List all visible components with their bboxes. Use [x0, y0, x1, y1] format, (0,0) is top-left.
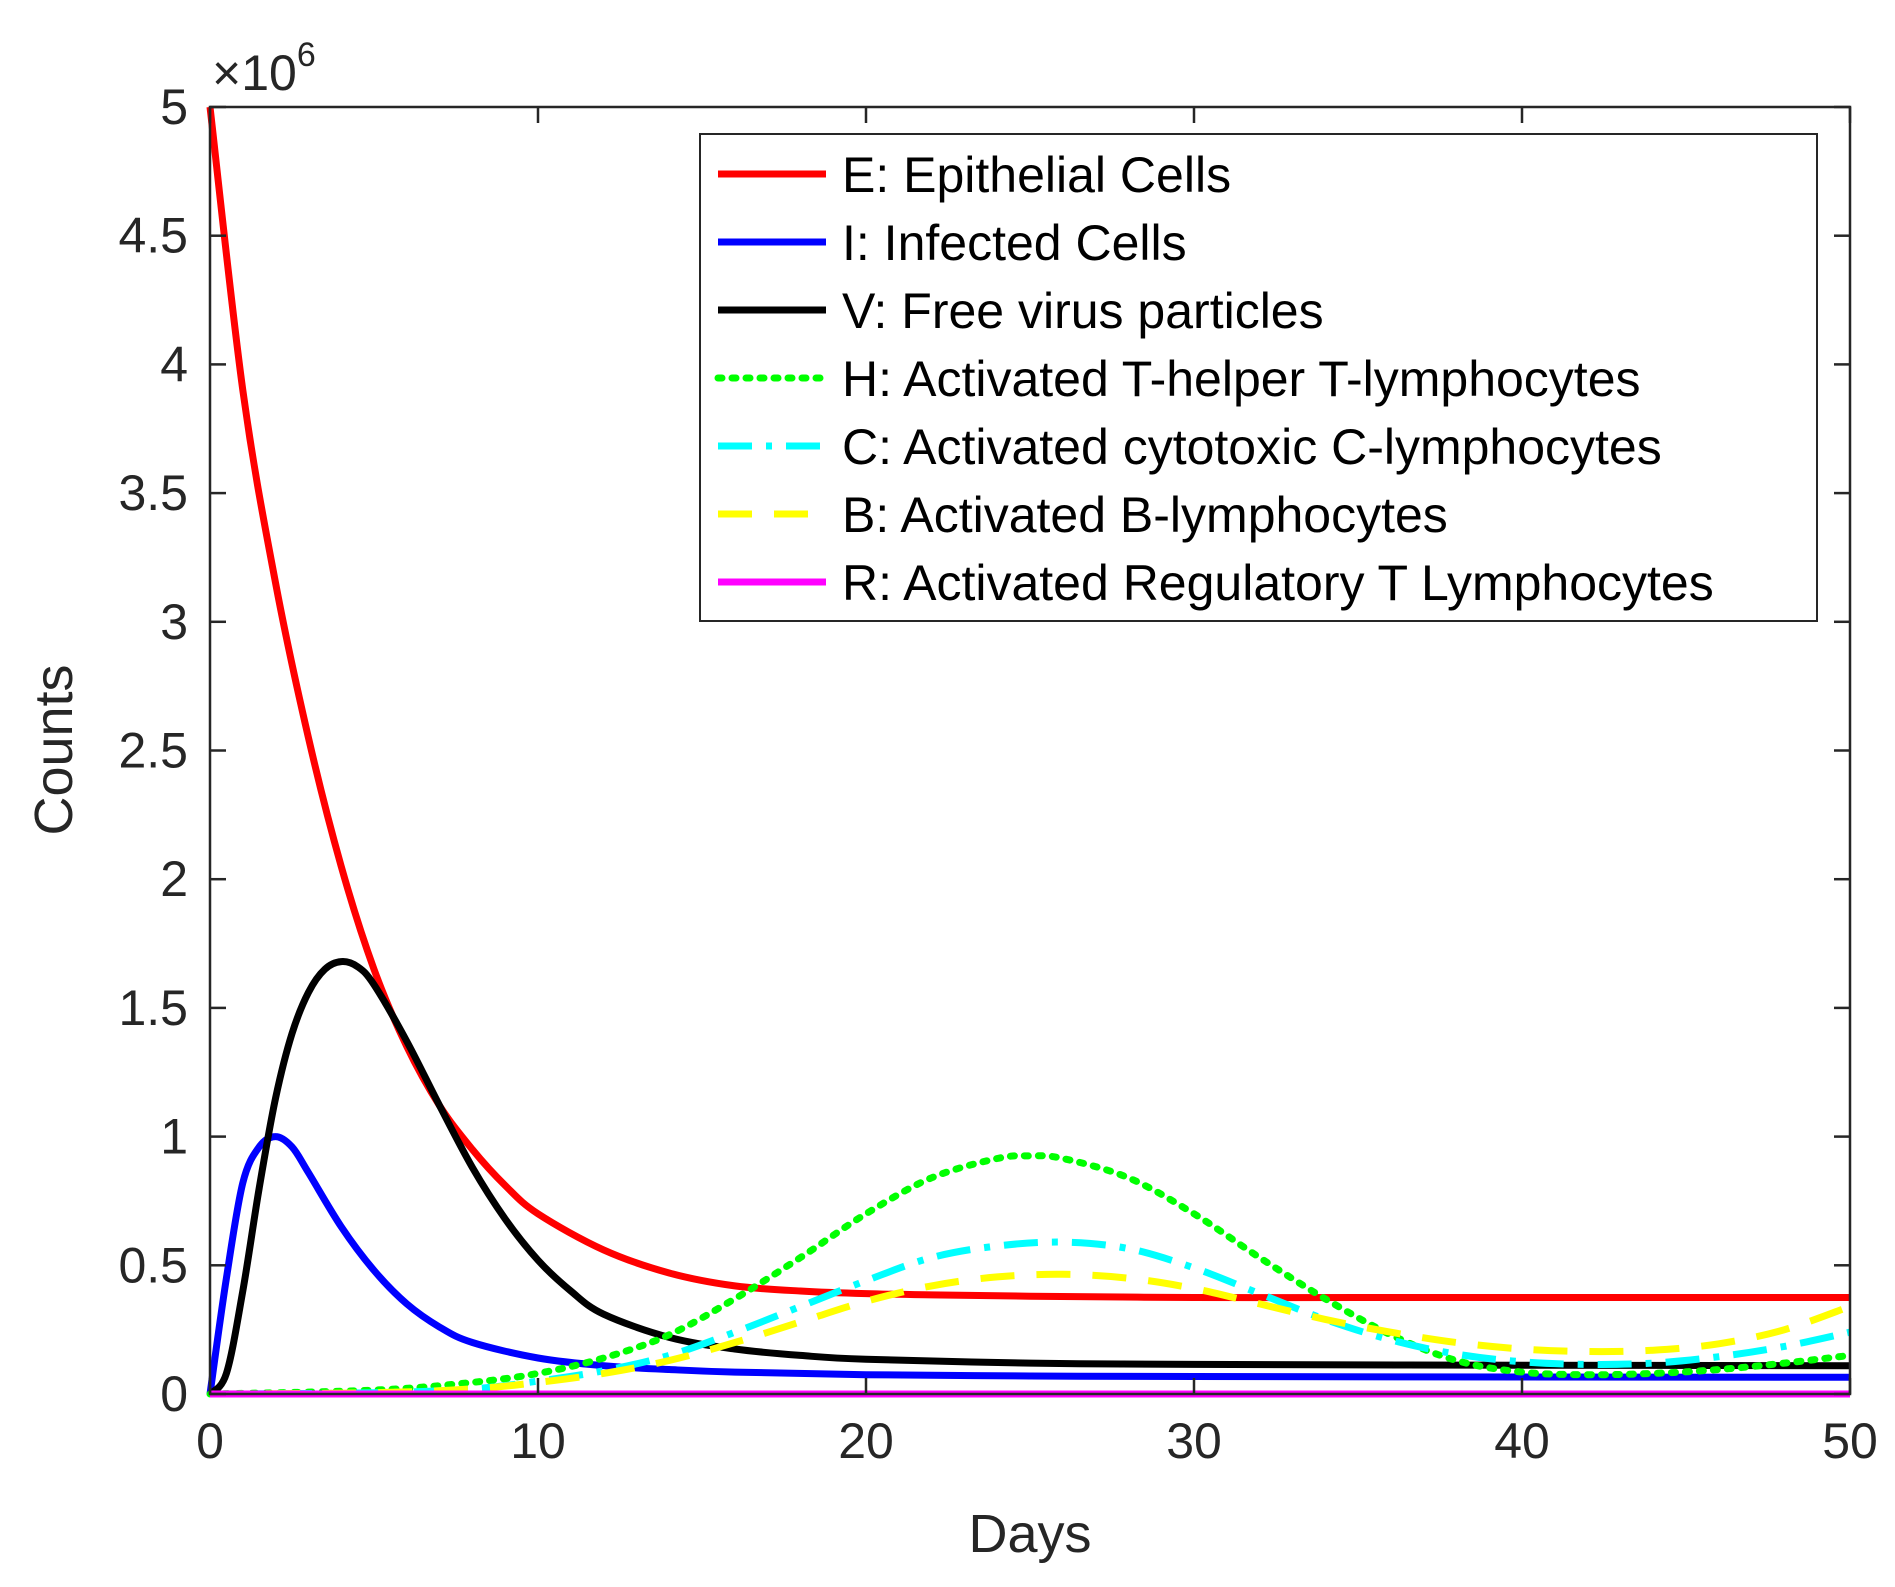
y-multiplier-base: ×10 [212, 45, 297, 101]
legend-entry-label: B: Activated B-lymphocytes [842, 487, 1448, 543]
y-axis-label: Counts [24, 664, 84, 835]
y-tick-label: 1.5 [118, 980, 188, 1036]
legend-entry-label: E: Epithelial Cells [842, 147, 1231, 203]
legend-entry-label: C: Activated cytotoxic C-lymphocytes [842, 419, 1662, 475]
y-tick-label: 4.5 [118, 208, 188, 264]
legend-entry-label: V: Free virus particles [842, 283, 1324, 339]
x-tick-label: 20 [838, 1413, 894, 1469]
x-tick-label: 50 [1822, 1413, 1878, 1469]
y-tick-label: 3 [160, 594, 188, 650]
series-line-e [206, 106, 1850, 1302]
x-tick-label: 10 [510, 1413, 566, 1469]
series-line-b [209, 1270, 1852, 1398]
series-line-v [207, 958, 1851, 1397]
legend-entry-label: H: Activated T-helper T-lymphocytes [842, 351, 1641, 407]
x-tick-label: 40 [1494, 1413, 1550, 1469]
axes-box [208, 105, 1852, 1396]
y-tick-label: 2.5 [118, 723, 188, 779]
legend-entry-label: R: Activated Regulatory T Lymphocytes [842, 555, 1714, 611]
y-tick-label: 2 [160, 851, 188, 907]
y-tick-label: 0 [160, 1366, 188, 1422]
y-tick-label: 4 [160, 336, 188, 392]
y-multiplier-exponent: 6 [297, 36, 316, 74]
y-multiplier: ×106 [212, 36, 316, 101]
x-tick-label: 0 [196, 1413, 224, 1469]
legend: E: Epithelial Cells I: Infected Cells V: F… [699, 133, 1818, 622]
legend-entry-label: I: Infected Cells [842, 215, 1187, 271]
ticks-layer: 0 10 20 30 40 50 0 0.5 1 1.5 2 2.5 3 3.5 4 4.5 5 [118, 79, 1877, 1469]
y-tick-label: 3.5 [118, 465, 188, 521]
x-axis-label: Days [968, 1504, 1091, 1564]
y-tick-label: 1 [160, 1109, 188, 1165]
legend-box [699, 133, 1818, 622]
x-tick-label: 30 [1166, 1413, 1222, 1469]
y-tick-label: 0.5 [118, 1237, 188, 1293]
series-line-h [206, 1152, 1854, 1398]
y-tick-label: 5 [160, 79, 188, 135]
